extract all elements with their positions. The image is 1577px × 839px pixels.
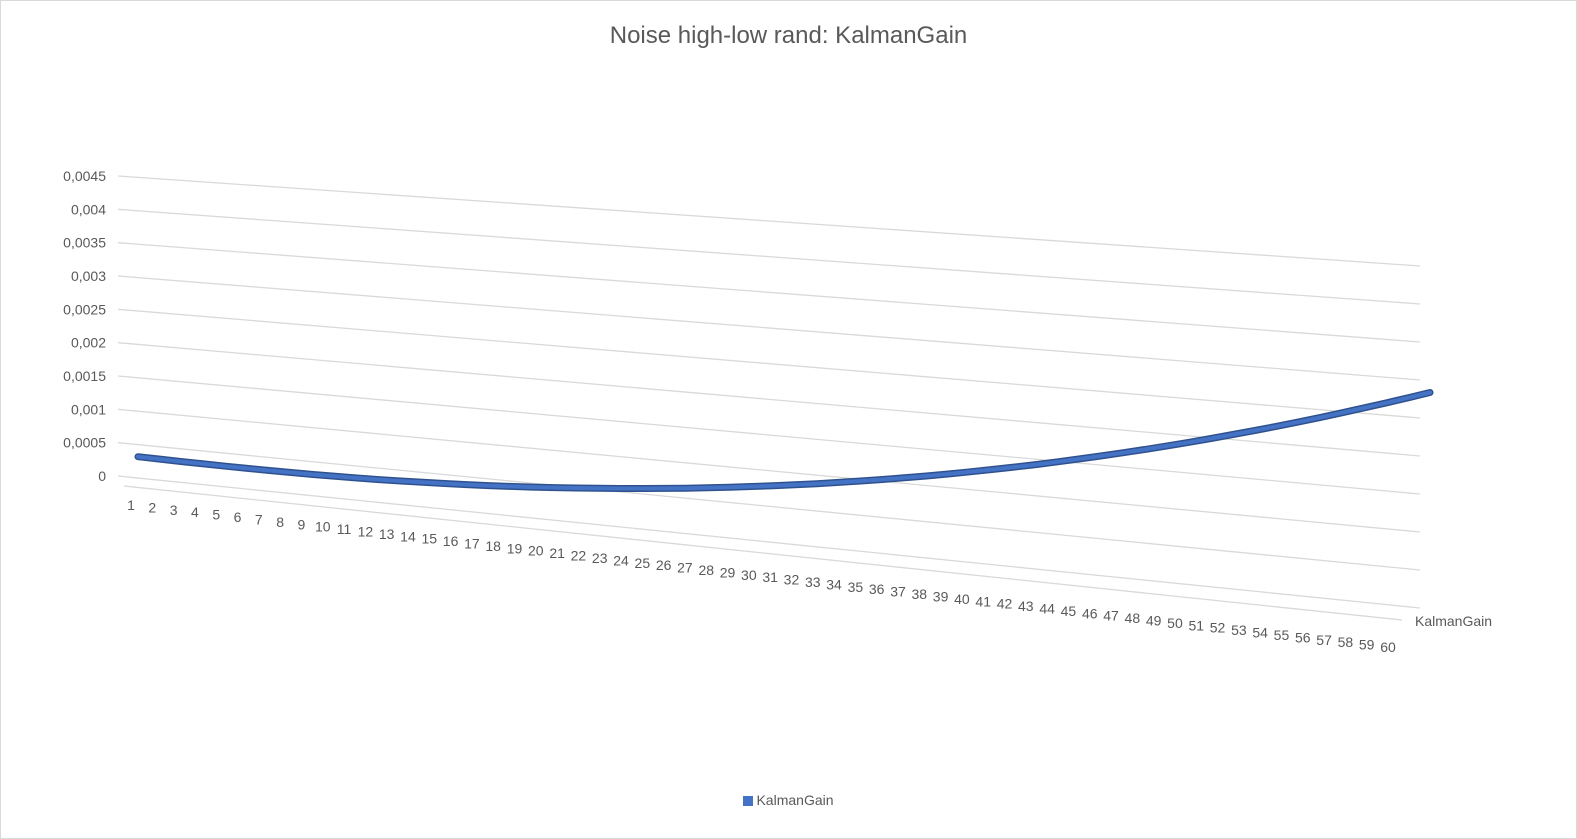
x-tick-label: 22 xyxy=(571,548,587,564)
x-tick-label: 12 xyxy=(358,523,374,539)
x-tick-label: 52 xyxy=(1210,620,1226,636)
x-tick-label: 47 xyxy=(1103,608,1119,624)
x-tick-label: 18 xyxy=(485,538,501,554)
x-tick-label: 13 xyxy=(379,526,395,542)
x-tick-label: 34 xyxy=(826,576,842,592)
x-tick-label: 11 xyxy=(337,521,352,537)
x-tick-label: 44 xyxy=(1039,600,1055,616)
y-tick-label: 0,0035 xyxy=(63,235,106,251)
x-tick-label: 43 xyxy=(1018,598,1034,614)
x-tick-label: 27 xyxy=(677,560,693,576)
x-tick-label: 58 xyxy=(1338,634,1354,650)
x-tick-label: 3 xyxy=(170,502,178,518)
x-tick-label: 42 xyxy=(997,596,1013,612)
x-tick-label: 2 xyxy=(148,499,156,515)
x-tick-label: 31 xyxy=(762,569,778,585)
x-tick-label: 23 xyxy=(592,550,608,566)
x-tick-label: 32 xyxy=(784,572,800,588)
x-tick-label: 33 xyxy=(805,574,821,590)
legend-swatch-kalmangain xyxy=(743,796,754,806)
x-tick-label: 7 xyxy=(255,511,263,527)
x-tick-label: 4 xyxy=(191,504,199,520)
y-tick-label: 0,002 xyxy=(71,335,106,351)
x-tick-label: 48 xyxy=(1125,610,1141,626)
x-tick-label: 15 xyxy=(421,531,437,547)
x-tick-label: 37 xyxy=(890,584,906,600)
floor-line xyxy=(123,485,1403,621)
y-tick-label: 0,004 xyxy=(71,201,106,217)
x-tick-label: 20 xyxy=(528,543,544,559)
gridline xyxy=(117,475,1421,609)
gridline xyxy=(117,208,1421,305)
x-tick-label: 50 xyxy=(1167,615,1183,631)
y-tick-label: 0,0045 xyxy=(63,168,106,184)
x-tick-label: 9 xyxy=(298,516,306,532)
x-tick-label: 45 xyxy=(1061,603,1077,619)
gridline xyxy=(117,375,1421,495)
x-tick-label: 28 xyxy=(698,562,714,578)
y-tick-label: 0,003 xyxy=(71,268,106,284)
y-tick-label: 0 xyxy=(98,468,106,484)
series-line-kalmangain xyxy=(136,390,1432,491)
x-tick-label: 38 xyxy=(911,586,927,602)
depth-axis-label: KalmanGain xyxy=(1415,613,1492,629)
x-tick-label: 16 xyxy=(443,533,459,549)
x-tick-label: 36 xyxy=(869,581,885,597)
x-tick-label: 19 xyxy=(507,540,523,556)
x-tick-label: 60 xyxy=(1380,639,1396,655)
chart-title: Noise high-low rand: KalmanGain xyxy=(609,22,968,49)
legend-label-kalmangain: KalmanGain xyxy=(756,792,834,808)
gridline xyxy=(117,275,1421,381)
x-tick-label: 51 xyxy=(1188,617,1204,633)
x-tick-label: 49 xyxy=(1146,613,1162,629)
gridline xyxy=(117,442,1421,571)
x-tick-label: 40 xyxy=(954,591,970,607)
x-tick-label: 29 xyxy=(720,564,736,580)
x-tick-label: 54 xyxy=(1252,625,1268,641)
x-tick-label: 57 xyxy=(1316,632,1332,648)
x-tick-label: 41 xyxy=(975,593,991,609)
x-tick-label: 17 xyxy=(464,536,480,552)
x-tick-label: 6 xyxy=(234,509,242,525)
x-tick-label: 10 xyxy=(315,519,331,535)
gridline xyxy=(117,408,1421,533)
x-tick-label: 25 xyxy=(635,555,651,571)
x-tick-label: 5 xyxy=(212,507,220,523)
x-tick-label: 53 xyxy=(1231,622,1247,638)
x-tick-label: 24 xyxy=(613,552,629,568)
x-tick-label: 14 xyxy=(400,528,416,544)
x-tick-label: 46 xyxy=(1082,605,1098,621)
x-tick-label: 59 xyxy=(1359,637,1375,653)
x-tick-label: 21 xyxy=(549,545,565,561)
y-tick-label: 0,0015 xyxy=(63,368,106,384)
x-tick-label: 26 xyxy=(656,557,672,573)
gridline xyxy=(117,175,1421,267)
x-tick-label: 39 xyxy=(933,588,949,604)
x-tick-label: 1 xyxy=(127,497,135,513)
y-tick-label: 0,0025 xyxy=(63,301,106,317)
x-tick-label: 35 xyxy=(848,579,864,595)
y-tick-label: 0,001 xyxy=(71,401,106,417)
x-tick-label: 30 xyxy=(741,567,757,583)
gridline xyxy=(117,308,1421,419)
x-tick-label: 56 xyxy=(1295,629,1311,645)
legend: KalmanGain xyxy=(0,792,1577,808)
gridline xyxy=(117,242,1421,343)
x-tick-label: 55 xyxy=(1274,627,1290,643)
y-tick-label: 0,0005 xyxy=(63,435,106,451)
x-tick-label: 8 xyxy=(276,514,284,530)
